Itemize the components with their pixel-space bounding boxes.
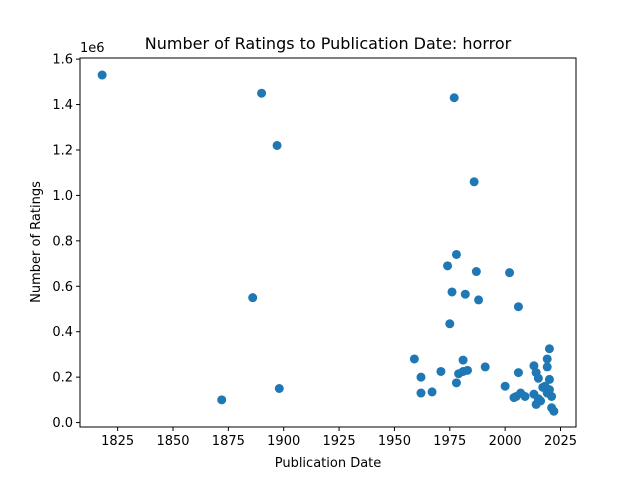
x-axis-label: Publication Date: [275, 456, 382, 471]
data-point: [513, 302, 523, 312]
y-axis-label: Number of Ratings: [29, 181, 44, 303]
data-point: [513, 368, 523, 378]
data-point: [544, 385, 554, 395]
data-point: [471, 267, 481, 277]
data-point: [544, 374, 554, 384]
data-point: [443, 261, 453, 271]
data-point: [536, 396, 546, 406]
data-point: [549, 406, 559, 416]
data-point: [445, 319, 455, 329]
data-point: [460, 289, 470, 299]
data-point: [451, 249, 461, 259]
x-tick-label: 1975: [433, 434, 466, 449]
y-tick-label: 0.8: [52, 234, 73, 249]
x-tick-label: 1925: [323, 434, 356, 449]
y-tick-label: 1.2: [52, 143, 73, 158]
data-point: [529, 361, 539, 371]
y-tick-label: 0.0: [52, 416, 73, 431]
data-point: [451, 378, 461, 388]
data-point: [544, 344, 554, 354]
y-tick-label: 0.2: [52, 371, 73, 386]
data-point: [505, 268, 515, 278]
data-point: [542, 362, 552, 372]
data-point: [480, 362, 490, 372]
data-point: [447, 287, 457, 297]
x-tick-label: 1950: [378, 434, 411, 449]
data-point: [436, 366, 446, 376]
y-tick-label: 1.0: [52, 189, 73, 204]
data-point: [449, 93, 459, 103]
data-point: [474, 295, 484, 305]
data-point: [217, 395, 227, 405]
data-point: [409, 354, 419, 364]
data-point: [416, 372, 426, 382]
data-point: [463, 365, 472, 375]
chart-title: Number of Ratings to Publication Date: h…: [145, 34, 512, 53]
data-points: [97, 70, 559, 416]
y-axis-ticks: 0.0 0.2 0.4 0.6 0.8 1.0 1.2 1.4 1.6: [52, 53, 80, 431]
data-point: [272, 140, 282, 150]
data-point: [458, 355, 468, 365]
x-tick-label: 2000: [489, 434, 522, 449]
data-point: [500, 381, 510, 391]
data-point: [257, 88, 267, 98]
data-point: [469, 177, 479, 187]
x-tick-label: 2025: [544, 434, 577, 449]
x-axis-ticks: 1825 1850 1875 1900 1925 1950 1975 2000 2025: [101, 427, 577, 449]
data-point: [97, 70, 107, 80]
x-tick-label: 1825: [101, 434, 134, 449]
data-point: [547, 391, 557, 401]
plot-area-frame: [79, 57, 577, 428]
y-tick-label: 0.6: [52, 280, 73, 295]
data-point: [274, 384, 284, 393]
data-point: [542, 354, 552, 364]
y-axis-offset-label: 1e6: [80, 41, 105, 56]
data-point: [416, 388, 426, 398]
data-point: [533, 373, 543, 383]
data-point: [427, 387, 437, 397]
x-tick-label: 1850: [156, 434, 189, 449]
y-tick-label: 0.4: [52, 325, 73, 340]
y-tick-label: 1.6: [52, 53, 73, 68]
data-point: [248, 293, 258, 303]
x-tick-label: 1875: [212, 434, 245, 449]
x-tick-label: 1900: [267, 434, 300, 449]
data-point: [520, 391, 530, 401]
y-tick-label: 1.4: [52, 98, 73, 113]
